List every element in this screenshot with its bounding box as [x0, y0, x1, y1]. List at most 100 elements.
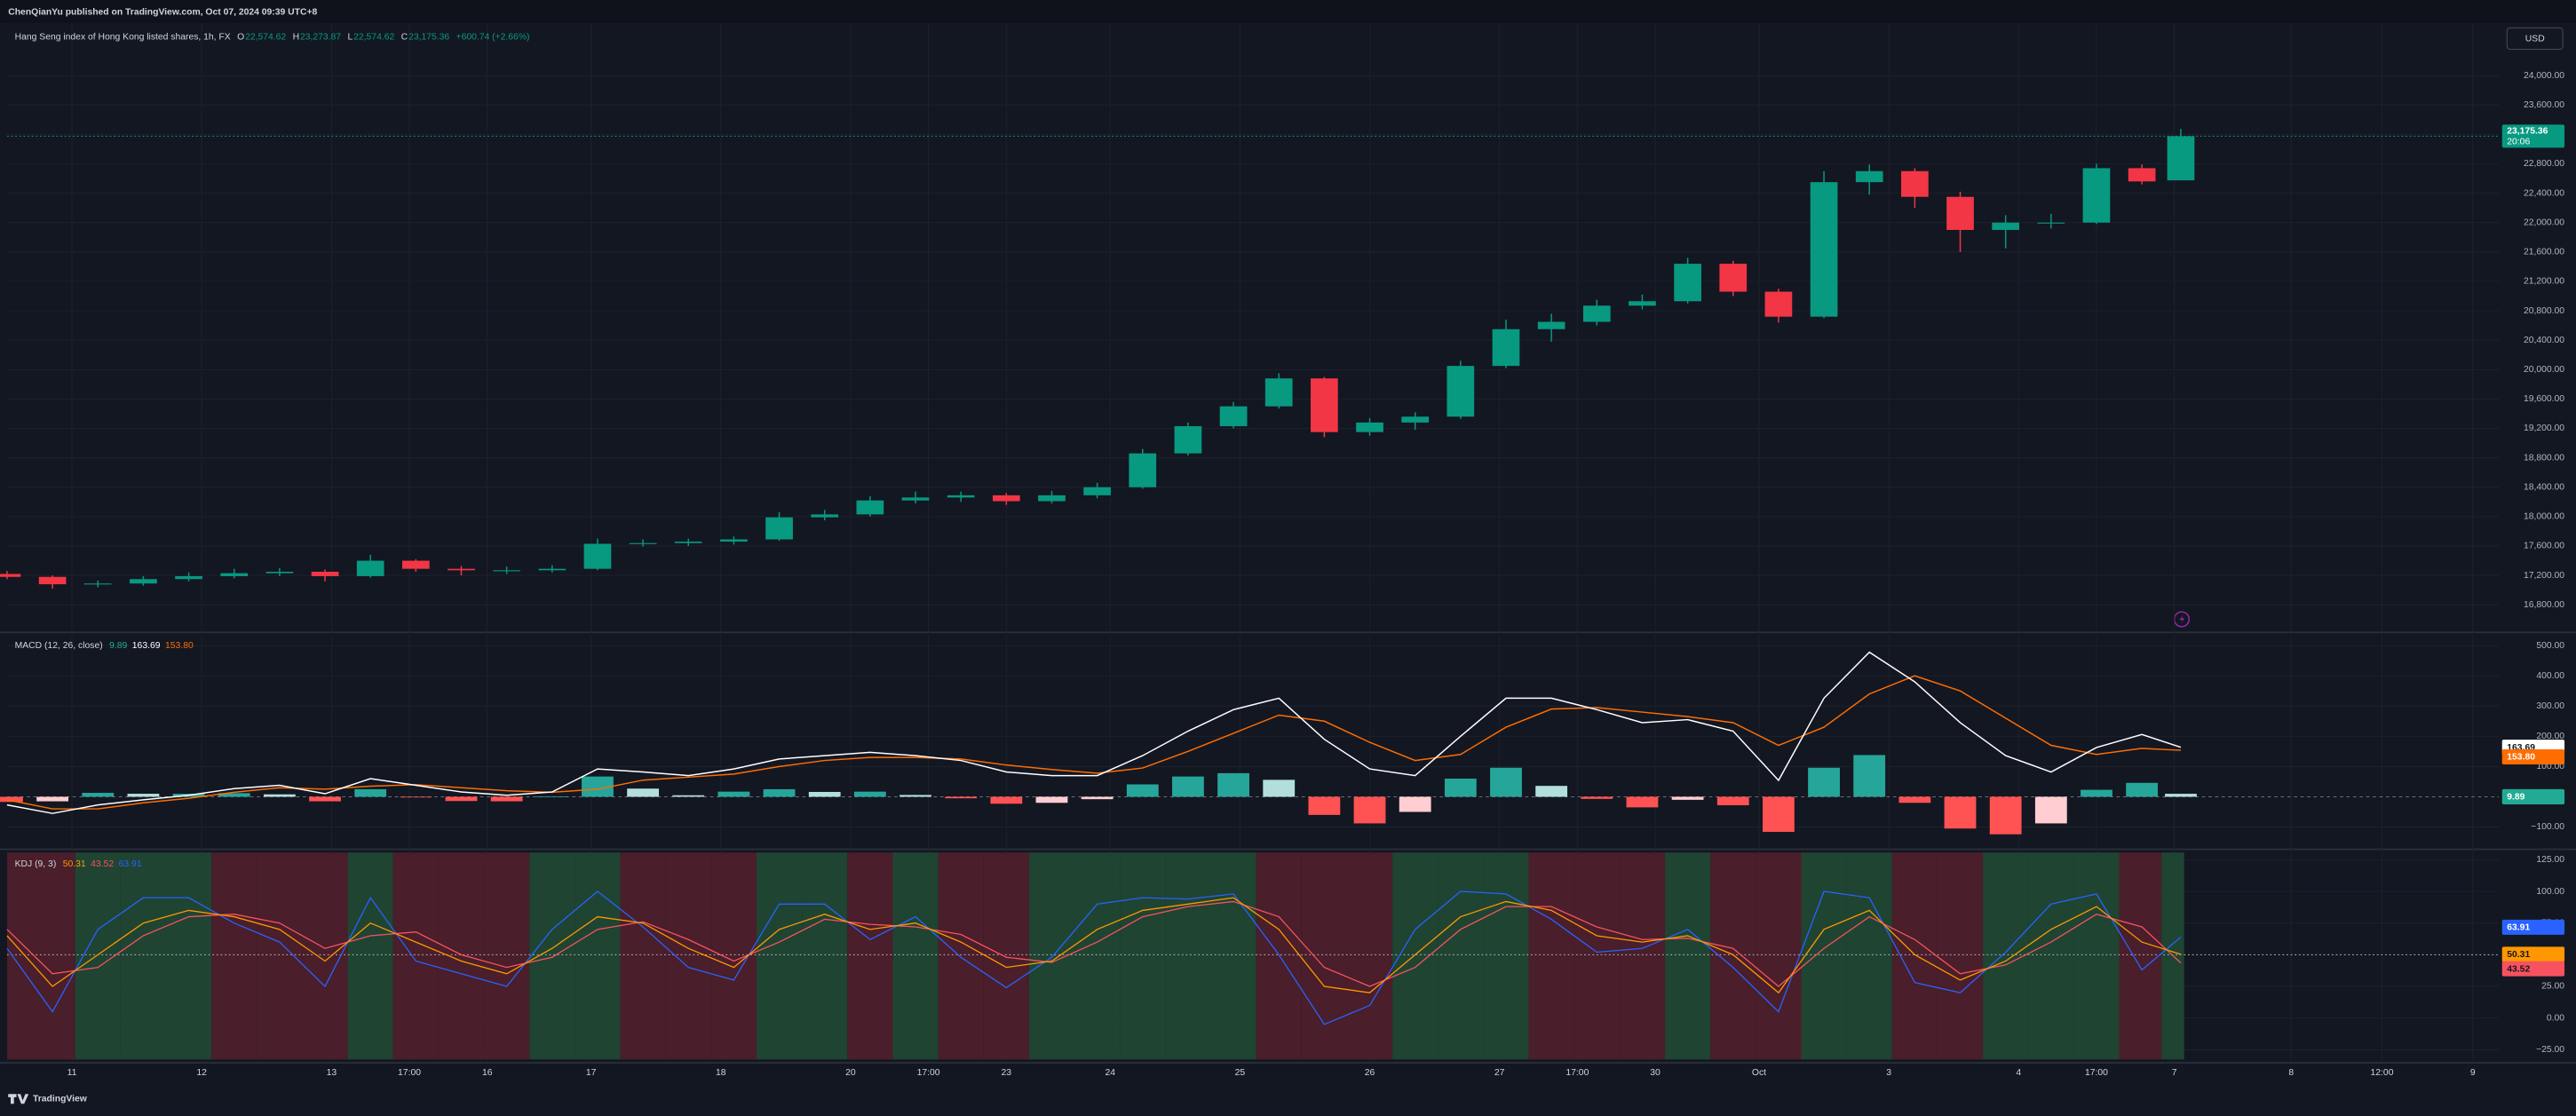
histogram-bar	[1308, 796, 1341, 815]
kdj-background	[2073, 852, 2120, 1060]
histogram-bar	[490, 796, 523, 802]
histogram-bar	[445, 796, 478, 802]
legend-item: 9.89	[109, 641, 127, 651]
candle-body	[1447, 366, 1475, 417]
candle-body	[356, 560, 384, 576]
x-tick-label: 13	[327, 1068, 337, 1078]
k-badge-box	[2501, 946, 2565, 962]
kdj-background	[1665, 852, 1711, 1060]
histogram-bar	[535, 796, 568, 797]
y-tick-label: 22,400.00	[2524, 188, 2564, 198]
legend-item: O	[237, 32, 244, 42]
y-tick-label: 200.00	[2536, 732, 2564, 741]
legend-item: 153.80	[165, 641, 194, 651]
candle-body	[1219, 406, 1248, 427]
y-tick-label: 125.00	[2536, 855, 2564, 865]
y-tick-label: 17,600.00	[2524, 542, 2564, 551]
histogram-bar	[263, 794, 296, 797]
histogram-bar	[717, 791, 750, 797]
y-tick-label: 22,000.00	[2524, 218, 2564, 227]
histogram-bar	[900, 795, 931, 797]
candle-body	[1083, 487, 1111, 495]
candle-body	[130, 579, 157, 584]
kdj-background	[29, 852, 75, 1060]
candle-body	[811, 514, 839, 518]
legend-item: 50.31	[63, 859, 86, 869]
kdj-background	[620, 852, 666, 1060]
signal-badge: 153.80	[2507, 753, 2535, 763]
x-tick-label: 24	[1105, 1068, 1115, 1078]
x-tick-label: 8	[2288, 1068, 2294, 1078]
kdj-background	[529, 852, 575, 1060]
kdj-background	[2119, 852, 2162, 1060]
y-tick-label: 20,000.00	[2524, 365, 2564, 375]
histogram-bar	[218, 793, 250, 797]
candle-body	[220, 573, 249, 576]
signal-line	[6, 675, 2182, 810]
kdj-background	[1846, 852, 1892, 1060]
kdj-background	[1891, 852, 1938, 1060]
histogram-bar	[1716, 796, 1749, 805]
kdj-background	[392, 852, 439, 1060]
kdj-background	[484, 852, 530, 1060]
x-tick-label: 30	[1650, 1068, 1661, 1078]
x-tick-label: 17:00	[917, 1068, 940, 1078]
candle-body	[583, 543, 612, 569]
x-tick-label: 17:00	[1565, 1068, 1589, 1078]
candle-body	[1537, 321, 1565, 329]
candle-body	[538, 568, 567, 571]
candle-body	[493, 570, 520, 572]
kdj-background	[1710, 852, 1756, 1060]
histogram-bar	[1944, 796, 1977, 829]
candle-body	[2128, 168, 2156, 182]
histogram-bar	[808, 791, 841, 797]
legend-item: 23,175.36	[408, 32, 449, 42]
y-tick-label: 20,400.00	[2524, 336, 2564, 345]
d-badge: 43.52	[2507, 964, 2530, 974]
candle-body	[0, 574, 21, 577]
signal-badge-box	[2501, 748, 2565, 764]
y-tick-label: 20,800.00	[2524, 306, 2564, 316]
candle-body	[175, 575, 202, 580]
kdj-background	[983, 852, 1029, 1060]
histogram-bar	[582, 776, 614, 797]
kdj-background	[1120, 852, 1166, 1060]
kdj-background	[1165, 852, 1211, 1060]
y-tick-label: 19,600.00	[2524, 394, 2564, 404]
histogram-bar	[1172, 776, 1204, 797]
legend: KDJ (9, 3) 50.31 43.52 63.91	[15, 859, 142, 869]
histogram-bar	[853, 791, 886, 797]
histogram-bar	[1081, 796, 1114, 800]
histogram-bar	[1763, 796, 1795, 832]
kdj-background	[1346, 852, 1393, 1060]
y-tick-label: 100.00	[2536, 887, 2564, 897]
histogram-bar	[1535, 786, 1568, 797]
histogram-bar	[1853, 755, 1886, 797]
candle-body	[2037, 222, 2065, 224]
kdj-background	[211, 852, 258, 1060]
histogram-bar	[1626, 796, 1659, 808]
candle-body	[1855, 170, 1883, 183]
x-tick-label: 12:00	[2371, 1068, 2394, 1078]
kdj-background	[892, 852, 939, 1060]
candle-body	[947, 495, 975, 498]
currency-box[interactable]	[2506, 27, 2564, 51]
candle-body	[674, 542, 702, 543]
histogram-bar	[945, 796, 978, 799]
kdj-background	[1074, 852, 1121, 1060]
legend: Hang Seng index of Hong Kong listed shar…	[15, 32, 530, 42]
histogram-bar	[1671, 796, 1704, 800]
x-tick-label: 23	[1002, 1068, 1012, 1078]
x-tick-label: 17:00	[398, 1068, 421, 1078]
k-badge: 50.31	[2507, 950, 2530, 960]
kdj-background	[756, 852, 803, 1060]
candle-body	[1719, 264, 1748, 292]
x-tick-label: 9	[2470, 1068, 2476, 1078]
currency[interactable]: USD	[2525, 35, 2545, 44]
histogram-bar	[354, 788, 387, 797]
y-tick-label: 500.00	[2536, 641, 2564, 651]
candle-body	[266, 571, 294, 574]
x-tick-label: 3	[1886, 1068, 1891, 1078]
kdj-background	[120, 852, 166, 1060]
